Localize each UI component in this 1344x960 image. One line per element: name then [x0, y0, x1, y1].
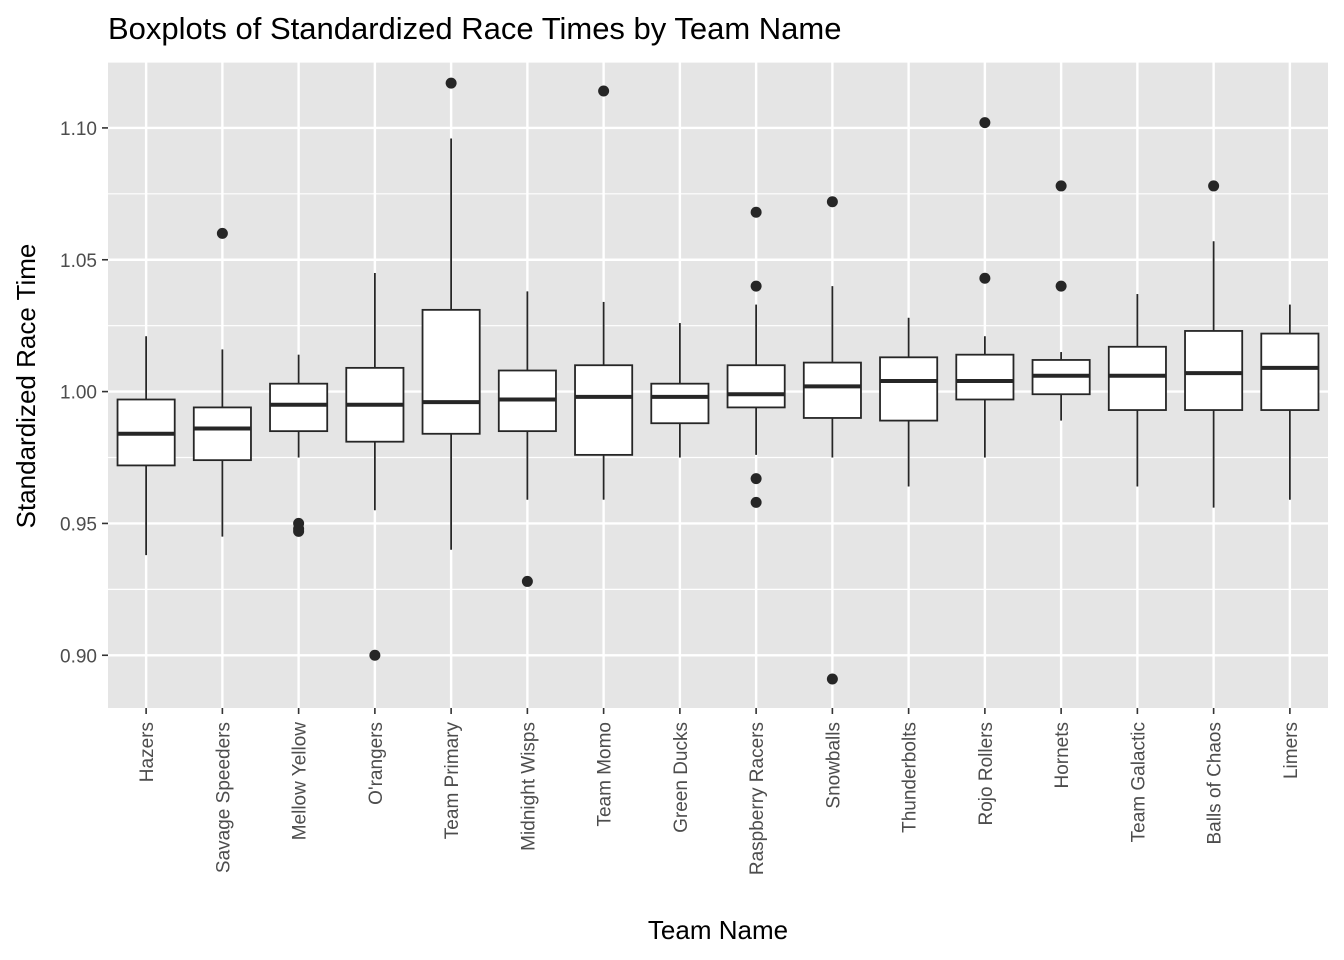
box-4 — [345, 272, 405, 661]
chart-title: Boxplots of Standardized Race Times by T… — [108, 11, 841, 46]
box-15 — [1184, 180, 1244, 508]
y-axis-title: Standardized Race Time — [11, 244, 41, 529]
outlier-point — [750, 280, 762, 292]
box-2 — [192, 227, 252, 537]
outlier-point — [1055, 280, 1067, 292]
x-tick-label: Hornets — [1052, 722, 1073, 789]
outlier-point — [521, 575, 533, 587]
x-tick-label: Green Ducks — [671, 722, 692, 833]
x-tick-label: Limers — [1281, 722, 1302, 779]
box-iqr — [1184, 330, 1244, 411]
y-axis: 0.90 0.95 1.00 1.05 1.10 — [60, 119, 108, 667]
outlier-point — [979, 117, 991, 129]
y-tick-label: 0.90 — [60, 646, 97, 667]
box-9 — [726, 206, 786, 508]
outlier-point — [750, 473, 762, 485]
box-6 — [497, 291, 557, 587]
box-8 — [650, 323, 710, 458]
x-tick-label: Raspberry Racers — [747, 722, 768, 875]
outlier-point — [598, 85, 610, 97]
box-iqr — [421, 308, 481, 435]
x-tick-label: O'rangers — [366, 722, 387, 805]
box-iqr — [269, 382, 329, 433]
box-16 — [1260, 304, 1320, 500]
x-tick-label: Mellow Yellow — [290, 722, 311, 841]
box-10 — [802, 196, 862, 685]
outlier-point — [293, 525, 305, 537]
outlier-point — [1208, 180, 1220, 192]
box-iqr — [1260, 332, 1320, 411]
outlier-point — [979, 272, 991, 284]
box-iqr — [879, 356, 939, 422]
outlier-point — [216, 227, 228, 239]
outlier-point — [750, 206, 762, 218]
boxes-layer — [116, 77, 1320, 685]
box-iqr — [726, 364, 786, 409]
x-tick-label: Hazers — [137, 722, 158, 782]
outlier-point — [1055, 180, 1067, 192]
box-iqr — [650, 382, 710, 425]
outlier-point — [369, 649, 381, 661]
x-tick-label: Thunderbolts — [900, 722, 921, 833]
box-14 — [1107, 294, 1167, 487]
box-iqr — [1107, 345, 1167, 411]
box-iqr — [955, 353, 1015, 401]
y-tick-label: 1.10 — [60, 119, 97, 140]
y-tick-label: 0.95 — [60, 514, 97, 535]
x-tick-label: Savage Speeders — [213, 722, 234, 873]
x-axis-title: Team Name — [648, 915, 788, 945]
x-tick-label: Team Galactic — [1128, 722, 1149, 842]
box-iqr — [192, 406, 252, 462]
outlier-point — [826, 673, 838, 685]
box-11 — [879, 317, 939, 487]
y-tick-label: 1.00 — [60, 383, 97, 404]
outlier-point — [826, 196, 838, 208]
x-tick-label: Midnight Wisps — [518, 722, 539, 851]
box-iqr — [802, 361, 862, 419]
box-3 — [269, 354, 329, 537]
x-tick-label: Rojo Rollers — [976, 722, 997, 825]
box-iqr — [574, 364, 634, 456]
outlier-point — [750, 496, 762, 508]
box-12 — [955, 117, 1015, 458]
y-tick-label: 1.05 — [60, 251, 97, 272]
x-tick-label: Team Momo — [595, 722, 616, 827]
box-5 — [421, 77, 481, 550]
box-1 — [116, 336, 176, 556]
outlier-point — [445, 77, 457, 89]
x-tick-label: Balls of Chaos — [1205, 722, 1226, 845]
grid-minor — [108, 61, 1328, 590]
x-tick-label: Snowballs — [823, 722, 844, 809]
x-axis: Hazers Savage Speeders Mellow Yellow O'rang… — [137, 708, 1302, 875]
box-13 — [1031, 180, 1091, 421]
x-tick-label: Team Primary — [442, 722, 463, 840]
box-7 — [574, 85, 634, 500]
